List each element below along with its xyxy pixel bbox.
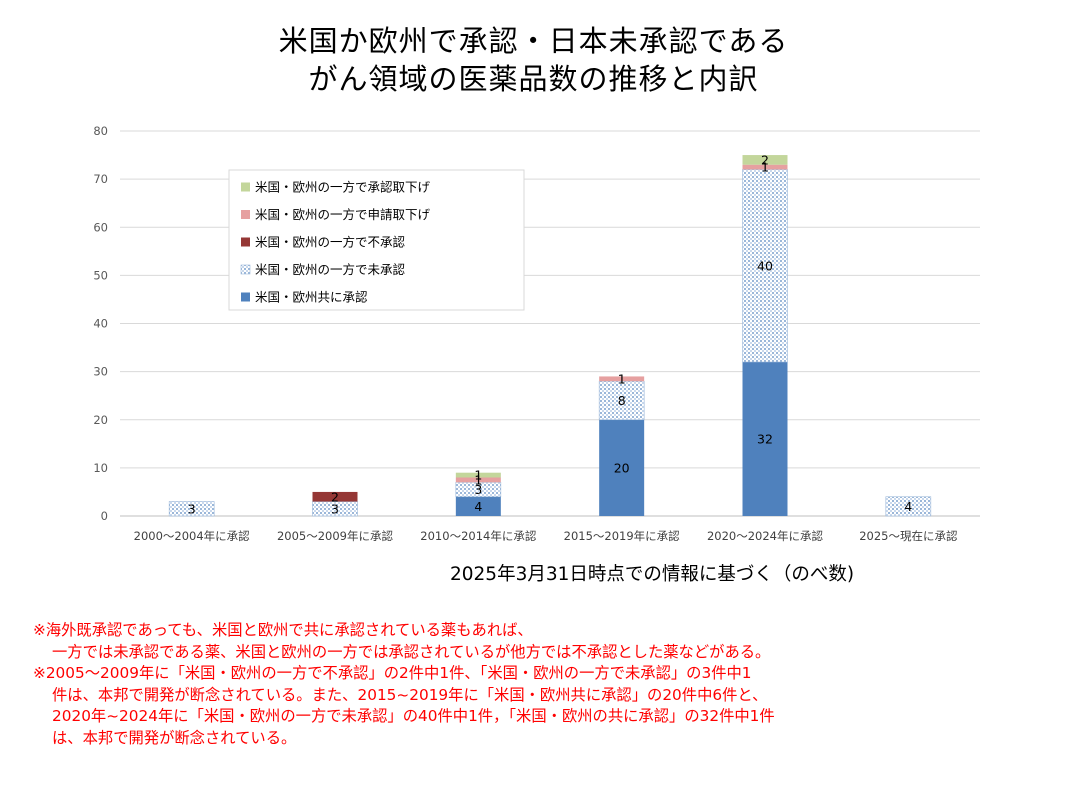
y-tick-label: 10 bbox=[93, 461, 108, 475]
footnote-line: ※海外既承認であっても、米国と欧州で共に承認されている薬もあれば、 bbox=[33, 621, 533, 639]
bar-segment bbox=[168, 501, 215, 517]
data-label: 2 bbox=[331, 489, 339, 504]
bar-segment bbox=[742, 169, 788, 363]
legend-label: 米国・欧州の一方で不承認 bbox=[255, 235, 406, 250]
legend-swatch bbox=[241, 237, 250, 247]
bar-segment bbox=[599, 376, 645, 382]
legend-box bbox=[228, 169, 525, 311]
bar-segment bbox=[885, 496, 932, 517]
y-tick-label: 20 bbox=[93, 413, 108, 427]
bar-segment bbox=[312, 491, 358, 502]
data-label: 32 bbox=[757, 432, 773, 447]
y-tick-label: 40 bbox=[93, 317, 108, 331]
data-label: 1 bbox=[474, 472, 482, 487]
data-label: 1 bbox=[618, 371, 626, 386]
legend-label: 米国・欧州共に承認 bbox=[255, 290, 368, 305]
data-label: 1 bbox=[761, 160, 769, 175]
footnote-line: ※2005～2009年に「米国・欧州の一方で不承認」の2件中1件、「米国・欧州の… bbox=[33, 664, 752, 683]
legend-swatch bbox=[240, 264, 251, 275]
chart-title-line1: 米国か欧州で承認・日本未承認である bbox=[278, 24, 789, 58]
x-tick-label: 2015～2019年に承認 bbox=[564, 529, 681, 543]
footnote-line: 件は、本邦で開発が断念されている。また、2015~2019年に「米国・欧州共に承… bbox=[52, 685, 768, 704]
data-label: 20 bbox=[614, 460, 630, 475]
legend-swatch bbox=[241, 182, 250, 192]
x-tick-label: 2010～2014年に承認 bbox=[420, 529, 537, 543]
bar-segment bbox=[742, 362, 788, 516]
data-label: 3 bbox=[188, 501, 196, 516]
data-label: 3 bbox=[331, 501, 339, 516]
x-tick-label: 2000～2004年に承認 bbox=[134, 529, 251, 543]
bar-segment bbox=[455, 496, 501, 516]
legend-swatch bbox=[241, 292, 250, 302]
bar-segment bbox=[742, 164, 788, 170]
data-label: 8 bbox=[618, 393, 626, 408]
y-tick-label: 60 bbox=[93, 220, 108, 234]
x-tick-label: 2020～2024年に承認 bbox=[707, 529, 824, 543]
x-tick-label: 2005～2009年に承認 bbox=[277, 529, 394, 543]
bar-segment bbox=[455, 472, 501, 478]
bar-segment bbox=[599, 419, 645, 516]
footnote-line: は、本邦で開発が断念されている。 bbox=[52, 728, 297, 747]
bar-segment bbox=[742, 155, 788, 165]
chart-title-line2: がん領域の医薬品数の推移と内訳 bbox=[308, 62, 759, 96]
x-tick-label: 2025～現在に承認 bbox=[859, 529, 958, 543]
data-label: 1 bbox=[474, 468, 482, 483]
y-tick-label: 30 bbox=[93, 365, 108, 379]
data-label: 2 bbox=[761, 152, 769, 167]
legend-label: 米国・欧州の一方で申請取下げ bbox=[255, 207, 431, 222]
y-tick-label: 0 bbox=[101, 509, 108, 523]
y-tick-label: 80 bbox=[93, 124, 108, 138]
data-label: 40 bbox=[757, 258, 773, 273]
legend-swatch bbox=[241, 210, 250, 219]
legend-label: 米国・欧州の一方で未承認 bbox=[255, 262, 406, 277]
footnote-line: 一方では未承認である薬、米国と欧州の一方では承認されているが他方では不承認とした… bbox=[52, 642, 771, 661]
chart-caption: 2025年3月31日時点での情報に基づく（のべ数) bbox=[450, 564, 855, 585]
legend-label: 米国・欧州の一方で承認取下げ bbox=[255, 180, 431, 195]
y-tick-label: 50 bbox=[93, 268, 108, 282]
footnotes: ※海外既承認であっても、米国と欧州で共に承認されている薬もあれば、 一方では未承… bbox=[33, 620, 1058, 750]
footnote-line: 2020年~2024年に「米国・欧州の一方で未承認」の40件中1件，「米国・欧州… bbox=[52, 707, 775, 726]
bar-segment bbox=[455, 477, 501, 483]
data-label: 3 bbox=[474, 482, 482, 497]
data-label: 4 bbox=[904, 499, 912, 514]
data-label: 4 bbox=[474, 499, 482, 514]
y-tick-label: 70 bbox=[93, 172, 108, 186]
